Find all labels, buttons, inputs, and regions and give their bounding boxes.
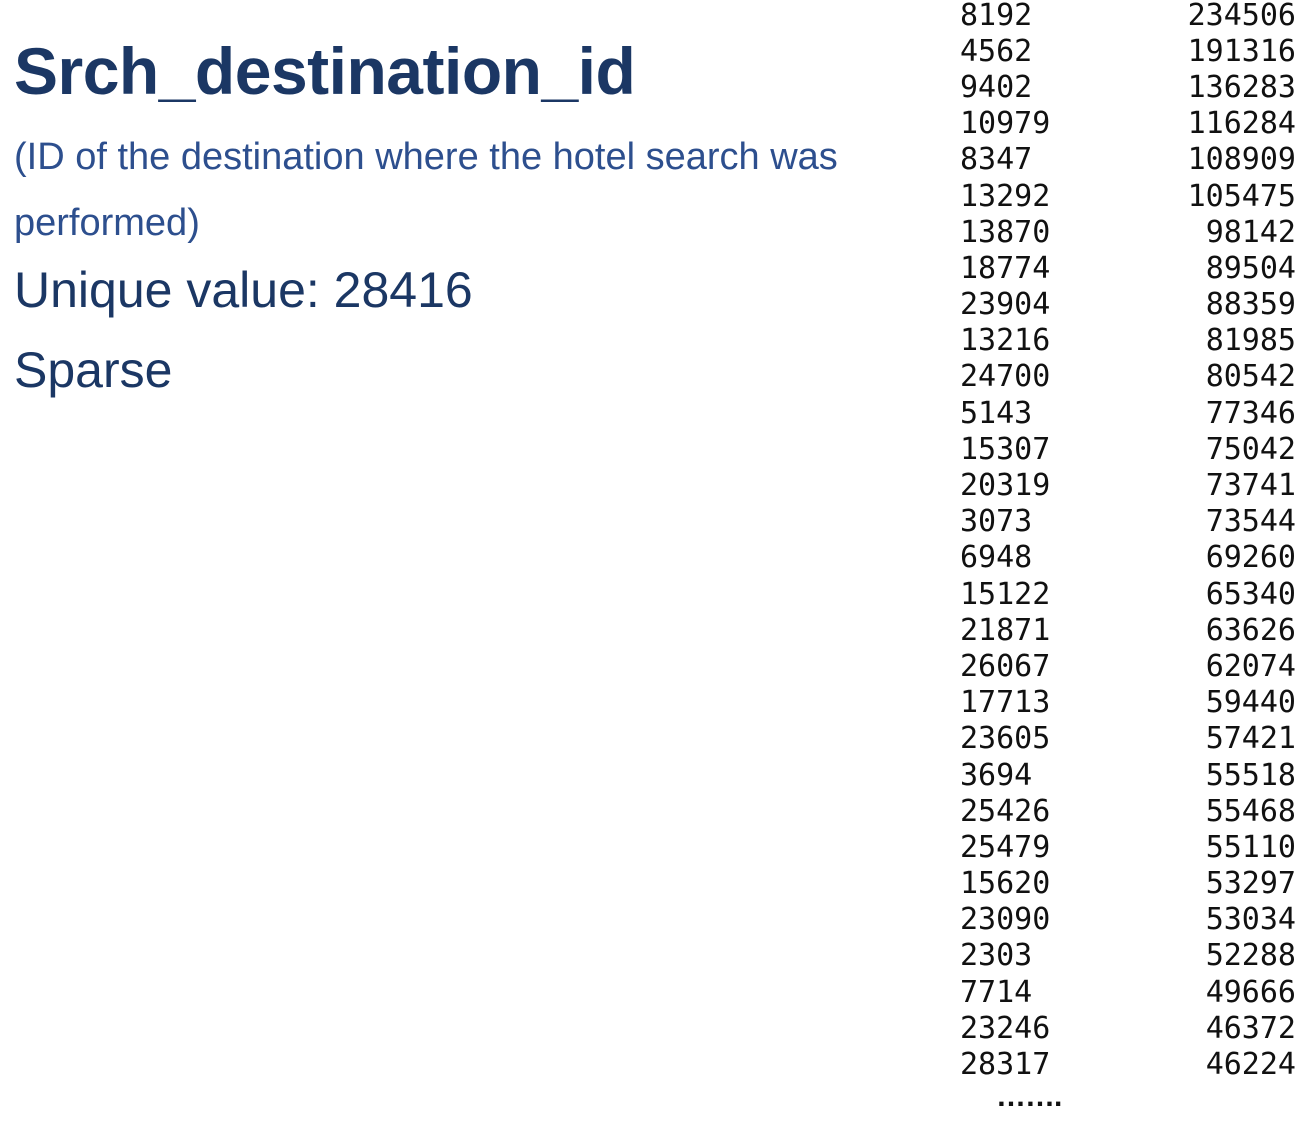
table-row: 24700 80542	[960, 359, 1296, 395]
count-cell: 88359	[1205, 287, 1296, 323]
count-cell: 63626	[1205, 612, 1296, 648]
destination-id-cell: 28317	[960, 1047, 1051, 1083]
destination-id-cell: 7714	[960, 974, 1033, 1010]
destination-id-cell: 25479	[960, 829, 1051, 865]
table-row: 4562 191316	[960, 33, 1296, 69]
destination-id-cell: 23904	[960, 287, 1051, 323]
count-cell: 105475	[1187, 178, 1296, 214]
count-cell: 65340	[1205, 576, 1296, 612]
table-row: 25479 55110	[960, 829, 1296, 865]
destination-id-cell: 8192	[960, 0, 1033, 33]
count-cell: 52288	[1205, 938, 1296, 974]
count-cell: 53034	[1205, 902, 1296, 938]
count-cell: 80542	[1205, 359, 1296, 395]
table-row: 23904 88359	[960, 287, 1296, 323]
destination-id-cell: 13216	[960, 323, 1051, 359]
destination-id-cell: 9402	[960, 69, 1033, 105]
count-cell: 46224	[1205, 1047, 1296, 1083]
count-cell: 46372	[1205, 1010, 1296, 1046]
destination-id-cell: 23605	[960, 721, 1051, 757]
count-cell: 69260	[1205, 540, 1296, 576]
count-cell: 136283	[1187, 69, 1296, 105]
count-cell: 57421	[1205, 721, 1296, 757]
table-row: 13870 98142	[960, 214, 1296, 250]
unique-value-count: Unique value: 28416	[14, 262, 473, 318]
sparsity-label: Sparse	[14, 342, 173, 398]
destination-id-cell: 13870	[960, 214, 1051, 250]
destination-id-cell: 15122	[960, 576, 1051, 612]
table-row: 3694 55518	[960, 757, 1296, 793]
count-cell: 191316	[1187, 33, 1296, 69]
table-row: 26067 62074	[960, 648, 1296, 684]
count-cell: 55518	[1205, 757, 1296, 793]
table-row: 3073 73544	[960, 504, 1296, 540]
count-cell: 77346	[1205, 395, 1296, 431]
count-cell: 98142	[1205, 214, 1296, 250]
table-row: 13216 81985	[960, 323, 1296, 359]
destination-id-cell: 2303	[960, 938, 1033, 974]
count-cell: 73544	[1205, 504, 1296, 540]
count-cell: 55468	[1205, 793, 1296, 829]
table-row: 15620 53297	[960, 866, 1296, 902]
destination-id-cell: 15620	[960, 866, 1051, 902]
destination-id-cell: 13292	[960, 178, 1051, 214]
destination-id-cell: 23090	[960, 902, 1051, 938]
field-summary: Srch_destination_id (ID of the destinati…	[14, 30, 874, 410]
destination-id-cell: 23246	[960, 1010, 1051, 1046]
table-row: 15307 75042	[960, 431, 1296, 467]
count-cell: 81985	[1205, 323, 1296, 359]
destination-id-cell: 8347	[960, 142, 1033, 178]
table-row: 13292 105475	[960, 178, 1296, 214]
table-row: 6948 69260	[960, 540, 1296, 576]
table-row: 2303 52288	[960, 938, 1296, 974]
table-row: 18774 89504	[960, 250, 1296, 286]
destination-id-cell: 15307	[960, 431, 1051, 467]
count-cell: 62074	[1205, 648, 1296, 684]
destination-id-cell: 10979	[960, 106, 1051, 142]
value-counts-table: 8192 234506 4562 191316 9402 136283 10979 11628…	[960, 0, 1296, 1083]
table-row: 21871 63626	[960, 612, 1296, 648]
destination-id-cell: 3073	[960, 504, 1033, 540]
page-title: Srch_destination_id	[14, 34, 636, 108]
destination-id-cell: 4562	[960, 33, 1033, 69]
destination-id-cell: 26067	[960, 648, 1051, 684]
count-cell: 108909	[1187, 142, 1296, 178]
table-row: 23090 53034	[960, 902, 1296, 938]
table-row: 7714 49666	[960, 974, 1296, 1010]
destination-id-cell: 5143	[960, 395, 1033, 431]
table-row: 20319 73741	[960, 467, 1296, 503]
count-cell: 234506	[1187, 0, 1296, 33]
table-row: 17713 59440	[960, 685, 1296, 721]
table-row: 25426 55468	[960, 793, 1296, 829]
count-cell: 53297	[1205, 866, 1296, 902]
destination-id-cell: 24700	[960, 359, 1051, 395]
destination-id-cell: 18774	[960, 250, 1051, 286]
table-row: 23246 46372	[960, 1010, 1296, 1046]
destination-id-cell: 6948	[960, 540, 1033, 576]
table-row: 10979 116284	[960, 106, 1296, 142]
table-row: 15122 65340	[960, 576, 1296, 612]
count-cell: 116284	[1187, 106, 1296, 142]
table-row: 23605 57421	[960, 721, 1296, 757]
count-cell: 89504	[1205, 250, 1296, 286]
count-cell: 59440	[1205, 685, 1296, 721]
table-row: 8347 108909	[960, 142, 1296, 178]
destination-id-cell: 21871	[960, 612, 1051, 648]
count-cell: 55110	[1205, 829, 1296, 865]
destination-id-cell: 3694	[960, 757, 1033, 793]
field-description: (ID of the destination where the hotel s…	[14, 136, 838, 244]
count-cell: 49666	[1205, 974, 1296, 1010]
truncation-ellipsis: …….	[996, 1080, 1062, 1113]
table-row: 8192 234506	[960, 0, 1296, 33]
destination-id-cell: 20319	[960, 468, 1051, 504]
destination-id-cell: 17713	[960, 685, 1051, 721]
table-row: 9402 136283	[960, 69, 1296, 105]
destination-id-cell: 25426	[960, 793, 1051, 829]
count-cell: 75042	[1205, 431, 1296, 467]
table-row: 5143 77346	[960, 395, 1296, 431]
count-cell: 73741	[1205, 468, 1296, 504]
table-row: 28317 46224	[960, 1046, 1296, 1082]
